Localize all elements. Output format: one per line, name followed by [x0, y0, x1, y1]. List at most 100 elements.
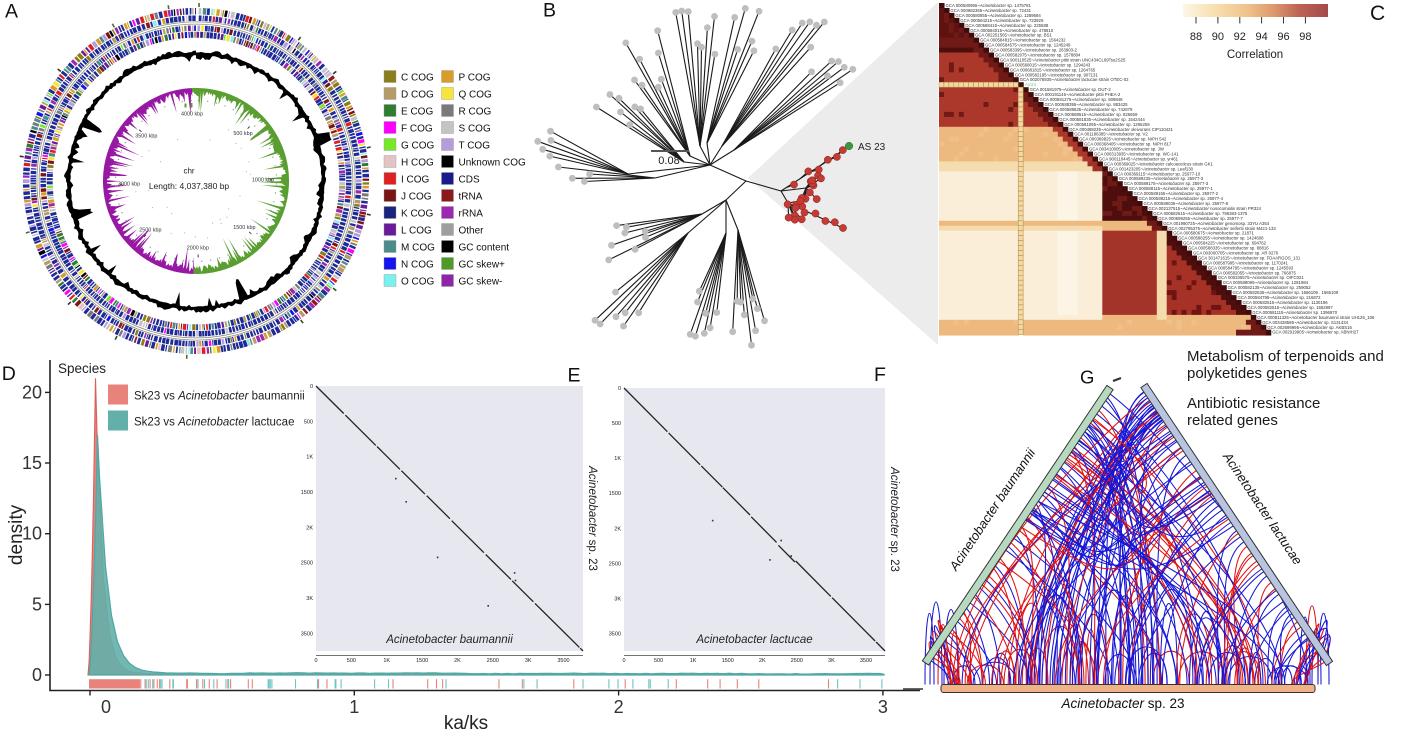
svg-text:98: 98: [1299, 31, 1311, 43]
svg-text:3K: 3K: [525, 658, 532, 664]
svg-text:3K: 3K: [828, 658, 835, 664]
svg-text:GCA 002919905~Acinetobacter sp: GCA 002919905~Acinetobacter sp. ABNIH27: [1272, 330, 1359, 335]
svg-text:Acinetobacter lactucae: Acinetobacter lactucae: [695, 634, 812, 646]
svg-text:GCA 000368405~Acinetobacter sp: GCA 000368405~Acinetobacter sp. NIPH 817: [1084, 142, 1172, 147]
svg-text:GCA 000681815~Acinetobacter sp: GCA 000681815~Acinetobacter sp. 1264765: [1010, 67, 1096, 72]
svg-text:500: 500: [304, 419, 313, 425]
svg-text:GCA 000582075~Acinetobacter sp: GCA 000582075~Acinetobacter sp. 1578804: [995, 53, 1081, 58]
svg-text:Sk23 vs Acinetobacter lactucae: Sk23 vs Acinetobacter lactucae: [134, 417, 294, 429]
svg-text:GCA 001186385~Acinetobacter sp: GCA 001186385~Acinetobacter sp. V2: [1074, 132, 1148, 137]
svg-text:S COG: S COG: [459, 124, 491, 135]
svg-text:GCA 000582055~Acinetobacter sp: GCA 000582055~Acinetobacter sp. 766875: [1213, 270, 1297, 275]
svg-text:GCA 000589155~Acinetobacter sp: GCA 000589155~Acinetobacter sp. 25977-2: [1134, 191, 1219, 196]
svg-text:15: 15: [22, 453, 42, 473]
svg-text:3K: 3K: [306, 596, 313, 602]
svg-text:GCA 000369825~Acinetobacter sp: GCA 000369825~Acinetobacter sp. NIPH 542: [1079, 137, 1167, 142]
svg-text:Unknown COG: Unknown COG: [459, 158, 526, 169]
svg-text:3500 kbp: 3500 kbp: [135, 134, 157, 140]
svg-text:GC content: GC content: [459, 243, 510, 254]
svg-text:1: 1: [349, 697, 359, 717]
svg-text:2500: 2500: [791, 658, 803, 664]
svg-text:CDS: CDS: [459, 175, 480, 186]
svg-text:1500: 1500: [609, 491, 621, 497]
svg-text:C: C: [1370, 2, 1385, 25]
svg-text:GCA 000811325~Acinetobacter ba: GCA 000811325~Acinetobacter baumannii st…: [1257, 315, 1375, 320]
svg-text:2K: 2K: [454, 658, 461, 664]
svg-text:GCA 900110445~Acinetobacter sp: GCA 900110445~Acinetobacter sp. yr461: [1099, 157, 1179, 162]
svg-text:GCA 000589035~Acinetobacter sp: GCA 000589035~Acinetobacter sp. 25977-8: [1144, 201, 1229, 206]
svg-text:GCA 000588395~Acinetobacter sp: GCA 000588395~Acinetobacter sp. 883425: [1045, 102, 1129, 107]
svg-text:Acinetobacter sp. 23: Acinetobacter sp. 23: [586, 465, 598, 571]
svg-text:T COG: T COG: [459, 141, 491, 152]
svg-text:10: 10: [22, 524, 42, 544]
svg-text:GCA 000682355~Acinetobacter sp: GCA 000682355~Acinetobacter sp. 72431: [950, 8, 1031, 13]
svg-text:2500 kbp: 2500 kbp: [139, 228, 161, 234]
svg-text:GCA 301471615~Acinetobacter sp: GCA 301471615~Acinetobacter sp. FDAARGOS…: [1198, 256, 1301, 261]
svg-text:1K: 1K: [383, 658, 390, 664]
svg-text:2500: 2500: [487, 658, 499, 664]
svg-text:GCA 000369115~Acinetobacter sp: GCA 000369115~Acinetobacter sp. 25977-10: [1114, 171, 1201, 176]
svg-text:L COG: L COG: [401, 226, 432, 237]
svg-text:1500: 1500: [301, 490, 313, 496]
svg-text:3000 kbp: 3000 kbp: [118, 182, 140, 188]
svg-text:GCA 000568015~Acinetobacter sp: GCA 000568015~Acinetobacter sp. 1294243: [1005, 62, 1091, 67]
svg-text:GCA 000589175~Acinetobacter sp: GCA 000589175~Acinetobacter sp. 25977-3: [1124, 181, 1209, 186]
svg-text:GCA 000580675~Acinetobacter sp: GCA 000580675~Acinetobacter sp. 21871: [1173, 231, 1254, 236]
svg-text:GCA 000582515~Acinetobacter sp: GCA 000582515~Acinetobacter sp. 1592897: [1247, 305, 1333, 310]
svg-text:GCA 000699255~Acinetobacter sp: GCA 000699255~Acinetobacter sp. 25977-7: [1158, 216, 1243, 221]
svg-text:GCA 000581275~Acinetobacter sp: GCA 000581275~Acinetobacter sp. 809848: [1040, 97, 1124, 102]
svg-text:N COG: N COG: [401, 260, 434, 271]
svg-text:88: 88: [1190, 31, 1202, 43]
svg-text:GCA 000581115~Acinetobacter sp: GCA 000581115~Acinetobacter sp. 1396970: [1252, 310, 1337, 315]
svg-text:GCA 000582635~Acinetobacter sp: GCA 000582635~Acinetobacter sp. 1566109 …: [1233, 290, 1339, 295]
svg-text:GCA 000587995~Acinetobacter sp: GCA 000587995~Acinetobacter sp. 1170241: [1203, 260, 1289, 265]
svg-text:5: 5: [32, 594, 42, 614]
svg-text:GCA 001581975~Acinetobacter sp: GCA 001581975~Acinetobacter sp. DUT-2: [1030, 87, 1112, 92]
svg-text:C COG: C COG: [401, 73, 434, 84]
svg-text:1K: 1K: [614, 456, 621, 462]
svg-text:H COG: H COG: [401, 158, 434, 169]
svg-text:AS 23: AS 23: [858, 142, 886, 153]
svg-text:GCA 000335575~Acinetobacter sp: GCA 000335575~Acinetobacter sp. OIFC021: [1218, 275, 1305, 280]
svg-text:GCA 000191145~Acinetobacter pi: GCA 000191145~Acinetobacter pittii PHEA-…: [1035, 92, 1121, 97]
svg-text:3K: 3K: [614, 596, 621, 602]
svg-text:0: 0: [622, 658, 625, 664]
svg-text:Acinetobacter baumannii: Acinetobacter baumannii: [385, 634, 513, 646]
svg-text:GCA 000584795~Acinetobacter sp: GCA 000584795~Acinetobacter sp. 216872: [1238, 295, 1322, 300]
svg-text:1500: 1500: [416, 658, 428, 664]
svg-text:GCA 000582515~Acinetobacter sp: GCA 000582515~Acinetobacter sp. 1130196: [1243, 300, 1329, 305]
svg-text:D: D: [2, 363, 16, 385]
svg-text:GCA 000588635~Acinetobacter sp: GCA 000588635~Acinetobacter sp. 742879: [1049, 107, 1133, 112]
svg-text:P COG: P COG: [459, 73, 491, 84]
svg-text:GCA 000584815~Acinetobacter sp: GCA 000584815~Acinetobacter sp. 1564232: [980, 38, 1066, 43]
svg-text:GCA 000581835~Acinetobacter sp: GCA 000581835~Acinetobacter sp. 1542444: [1059, 117, 1145, 122]
svg-text:F COG: F COG: [401, 124, 433, 135]
svg-text:GCA 000588255~Acinetobacter sp: GCA 000588255~Acinetobacter sp. 1424608: [1178, 236, 1264, 241]
svg-text:Acinetobacter sp. 23: Acinetobacter sp. 23: [888, 466, 900, 572]
svg-text:GCA 000588095~Acinetobacter sp: GCA 000588095~Acinetobacter sp. 1281984: [1223, 280, 1309, 285]
svg-text:chr: chr: [183, 167, 194, 176]
svg-text:4000 kbp: 4000 kbp: [181, 112, 203, 118]
svg-text:density: density: [6, 504, 27, 565]
svg-text:2: 2: [614, 697, 624, 717]
svg-text:G COG: G COG: [401, 141, 435, 152]
svg-text:A: A: [5, 1, 18, 23]
svg-text:96: 96: [1277, 31, 1289, 43]
svg-text:GCA 000584795~Acinetobacter sp: GCA 000584795~Acinetobacter sp. 1245593: [1208, 265, 1294, 270]
svg-text:1000 kbp: 1000 kbp: [252, 178, 274, 184]
svg-text:GCA 000581095~Acinetobacter sp: GCA 000581095~Acinetobacter sp. 1295259: [1064, 122, 1150, 127]
svg-text:GCA 000580855~Acinetobacter sp: GCA 000580855~Acinetobacter sp. 1289694: [955, 13, 1041, 18]
svg-text:GCA 000488235~Acinetobacter ol: GCA 000488235~Acinetobacter oleivorans C…: [1069, 127, 1173, 132]
svg-text:0: 0: [310, 384, 313, 390]
svg-text:B: B: [543, 0, 556, 22]
svg-text:Acinetobacter sp. 23: Acinetobacter sp. 23: [1060, 696, 1184, 711]
svg-text:E: E: [568, 365, 581, 387]
svg-text:G: G: [1080, 367, 1094, 388]
svg-text:GCA 000589215~Acinetobacter sp: GCA 000589215~Acinetobacter sp. 25977-4: [1139, 196, 1224, 201]
svg-text:2K: 2K: [306, 525, 313, 531]
svg-text:GCA 000580955~Acinetobacter sp: GCA 000580955~Acinetobacter sp. 1475781: [946, 3, 1032, 8]
svg-text:GCA 000584575~Acinetobacter sp: GCA 000584575~Acinetobacter sp. 1245249: [985, 43, 1071, 48]
svg-text:500: 500: [347, 658, 356, 664]
svg-text:GCA 000583395~Acinetobacter sp: GCA 000583395~Acinetobacter sp. 263903-2: [990, 48, 1077, 53]
svg-text:20: 20: [22, 382, 42, 402]
